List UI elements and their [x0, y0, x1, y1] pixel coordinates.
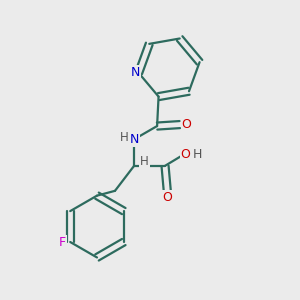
Text: H: H [140, 155, 149, 168]
Text: F: F [58, 236, 65, 248]
Text: H: H [119, 131, 128, 144]
Text: N: N [129, 133, 139, 146]
Text: H: H [193, 148, 202, 160]
Text: O: O [181, 148, 190, 160]
Text: N: N [130, 66, 140, 80]
Text: O: O [182, 118, 191, 131]
Text: O: O [163, 191, 172, 204]
